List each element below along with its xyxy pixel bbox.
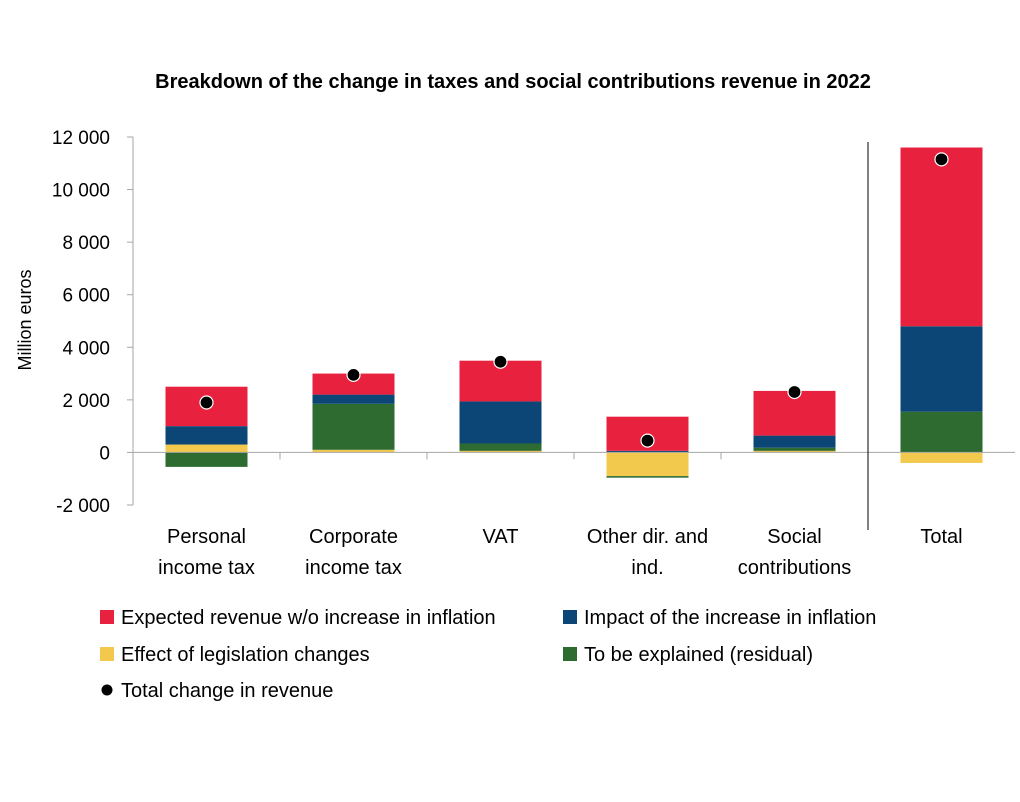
y-tick-label: 10 000 [52,181,110,202]
total-change-marker-2 [493,354,508,369]
y-tick-label: 2 000 [62,391,110,412]
legend-label-residual: To be explained (residual) [584,644,813,666]
legend: Expected revenue w/o increase in inflati… [100,607,876,702]
category-label: ind. [631,557,663,579]
total-change-marker-5 [934,152,949,167]
bar-inflation-2 [459,401,542,444]
bar-legislation-2 [459,450,542,453]
bar-residual-1 [312,403,395,450]
bar-legislation-1 [312,449,395,453]
y-axis: -2 000 0 2 000 4 000 6 000 8 000 10 000 12 000 [52,128,110,517]
legend-swatch-expected [100,610,114,624]
bar-residual-3 [606,476,689,478]
bar-legislation-5 [900,452,983,463]
category-label: income tax [158,557,255,579]
category-labels: Personal income tax Corporate income tax VAT… [158,526,962,579]
bar-legislation-3 [606,452,689,477]
total-change-markers [199,152,949,448]
bar-legislation-0 [165,444,248,453]
y-tick-label: 4 000 [62,338,110,359]
total-change-marker-4 [787,384,802,400]
total-change-marker-3 [640,433,655,448]
bar-residual-2 [459,443,542,451]
bar-series-group [165,147,983,478]
legend-label-inflation: Impact of the increase in inflation [584,607,876,629]
category-label: Corporate [309,526,398,548]
legend-swatch-legislation [100,647,114,661]
legend-swatch-residual [563,647,577,661]
category-label: income tax [305,557,402,579]
bar-inflation-1 [312,394,395,404]
legend-label-total: Total change in revenue [121,680,333,702]
y-axis-label: Million euros [15,269,35,370]
bar-residual-5 [900,411,983,453]
legend-swatch-total [101,684,113,696]
bar-expected-5 [900,147,983,327]
category-label: Personal [167,526,246,548]
bar-expected-1 [312,373,395,395]
legend-label-expected: Expected revenue w/o increase in inflati… [121,607,496,629]
bar-legislation-4 [753,450,836,453]
bar-inflation-3 [606,450,689,453]
bar-inflation-5 [900,326,983,412]
chart-title: Breakdown of the change in taxes and soc… [155,71,871,93]
bar-residual-0 [165,452,248,467]
total-change-marker-1 [346,367,361,382]
bar-inflation-0 [165,426,248,445]
y-tick-label: 8 000 [62,233,110,254]
axes [127,136,1015,530]
category-label: Total [920,526,962,548]
total-change-marker-0 [199,395,214,410]
category-label: Social [767,526,821,548]
y-tick-label: -2 000 [56,496,110,517]
category-label: VAT [483,526,519,548]
y-tick-label: 12 000 [52,128,110,149]
y-tick-label: 0 [99,443,110,464]
legend-label-legislation: Effect of legislation changes [121,644,370,666]
category-label: Other dir. and [587,526,708,548]
bar-inflation-4 [753,435,836,448]
y-tick-label: 6 000 [62,286,110,307]
category-label: contributions [738,557,851,579]
bar-residual-4 [753,447,836,451]
legend-swatch-inflation [563,610,577,624]
